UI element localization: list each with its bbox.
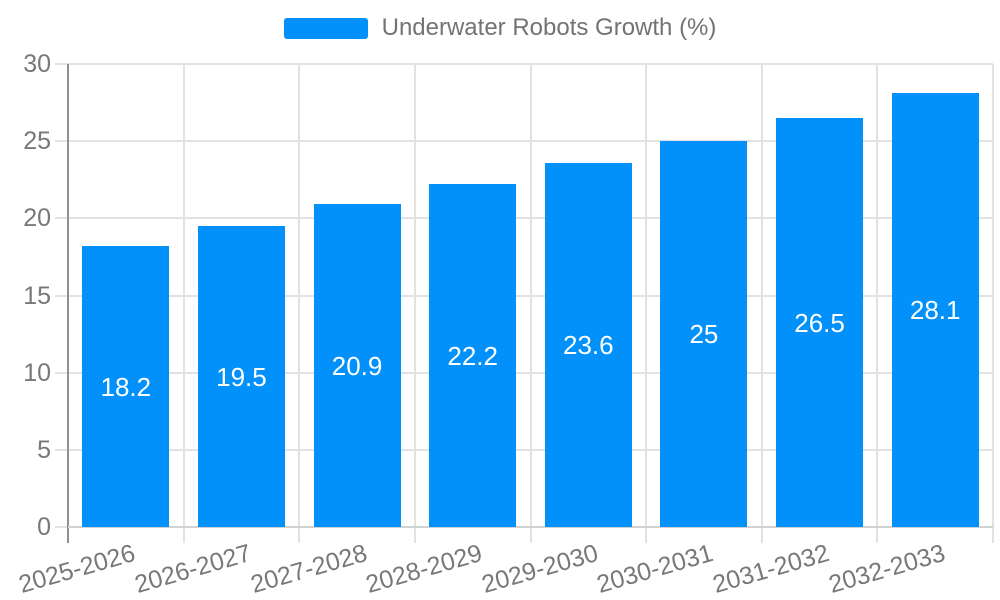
bar[interactable] (197, 226, 285, 527)
bar-value-label: 18.2 (100, 371, 152, 402)
y-gridline (55, 294, 993, 297)
bar[interactable] (429, 184, 517, 527)
x-axis-line (68, 526, 993, 528)
y-gridline (55, 217, 993, 220)
x-axis-tick-label: 2028-2029 (362, 539, 486, 599)
x-gridline (182, 64, 185, 543)
y-axis-tick-label: 5 (37, 435, 51, 464)
x-axis-tick-label: 2026-2027 (131, 539, 255, 599)
x-gridline (645, 64, 648, 543)
x-gridline (876, 64, 879, 543)
y-axis-tick-label: 25 (23, 127, 51, 156)
bar[interactable] (891, 93, 979, 527)
x-gridline (529, 64, 532, 543)
bar[interactable] (82, 246, 170, 527)
x-gridline (413, 64, 416, 543)
x-axis-tick-label: 2031-2032 (709, 539, 833, 599)
legend-swatch (283, 17, 368, 39)
y-gridline (55, 63, 993, 65)
bar-value-label: 26.5 (794, 307, 845, 338)
y-axis-tick-label: 15 (23, 281, 51, 310)
x-axis-tick-label: 2032-2033 (825, 539, 948, 599)
bar-value-label: 28.1 (909, 295, 961, 326)
bar-value-label: 23.6 (563, 329, 614, 360)
bar-value-label: 20.9 (331, 350, 383, 381)
legend-item[interactable]: Underwater Robots Growth (%) (0, 14, 1000, 42)
x-gridline (760, 64, 763, 543)
bar[interactable] (660, 141, 748, 527)
x-axis-tick-label: 2029-2030 (478, 539, 602, 599)
x-gridline (298, 64, 301, 543)
y-axis-tick-label: 0 (37, 513, 51, 541)
y-gridline (55, 448, 993, 451)
y-axis-tick-label: 10 (23, 358, 51, 387)
bar-value-label: 25 (689, 319, 719, 350)
bar-value-label: 19.5 (216, 361, 267, 392)
y-axis-tick-label: 30 (23, 50, 51, 78)
y-gridline (55, 371, 993, 374)
x-axis-tick-label: 2030-2031 (594, 539, 717, 599)
bar[interactable] (776, 118, 864, 527)
legend-label: Underwater Robots Growth (%) (381, 14, 717, 41)
y-axis-line (67, 64, 69, 543)
x-axis-tick-label: 2027-2028 (247, 539, 370, 599)
bar[interactable] (544, 162, 632, 527)
bar[interactable] (313, 204, 401, 527)
x-axis-tick-label: 2025-2026 (15, 539, 139, 599)
y-gridline (55, 140, 993, 143)
bar-value-label: 22.2 (447, 340, 498, 371)
x-gridline (992, 64, 994, 543)
y-axis-tick-label: 20 (23, 204, 51, 233)
